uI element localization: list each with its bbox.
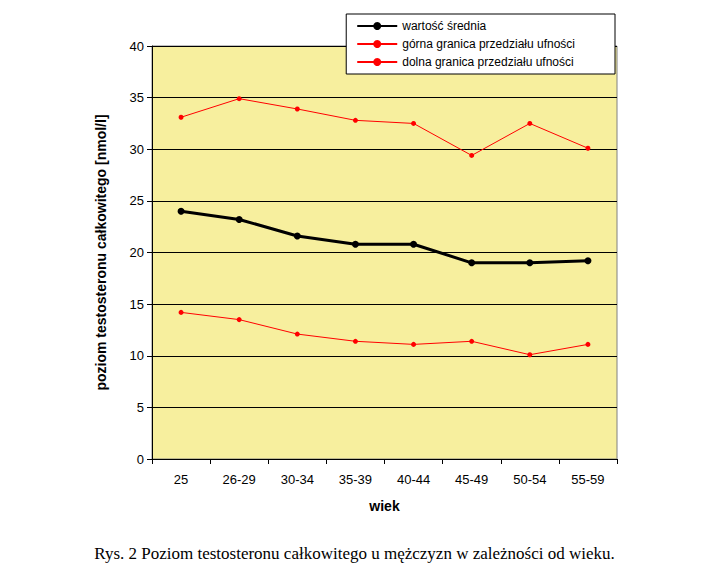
svg-text:25: 25 xyxy=(130,193,144,208)
svg-text:30-34: 30-34 xyxy=(281,472,314,487)
svg-text:15: 15 xyxy=(130,297,144,312)
svg-text:55-59: 55-59 xyxy=(571,472,604,487)
svg-text:45-49: 45-49 xyxy=(455,472,488,487)
svg-text:25: 25 xyxy=(174,472,188,487)
svg-text:10: 10 xyxy=(130,348,144,363)
svg-text:40: 40 xyxy=(130,39,144,54)
svg-text:dolna granica przedziału ufnoś: dolna granica przedziału ufności xyxy=(402,55,573,69)
svg-text:35-39: 35-39 xyxy=(339,472,372,487)
svg-text:50-54: 50-54 xyxy=(513,472,546,487)
svg-text:wiek: wiek xyxy=(368,498,400,514)
svg-text:Rys. 2 Poziom testosteronu cał: Rys. 2 Poziom testosteronu całkowitego u… xyxy=(94,544,615,563)
svg-text:40-44: 40-44 xyxy=(397,472,430,487)
svg-text:poziom testosteronu całkowiteg: poziom testosteronu całkowitego [nmol/l] xyxy=(93,114,109,390)
svg-text:0: 0 xyxy=(137,452,144,467)
svg-text:26-29: 26-29 xyxy=(223,472,256,487)
svg-text:górna granica przedziału ufnoś: górna granica przedziału ufności xyxy=(402,37,575,51)
svg-text:35: 35 xyxy=(130,90,144,105)
svg-text:5: 5 xyxy=(137,400,144,415)
svg-text:30: 30 xyxy=(130,142,144,157)
svg-text:wartość średnia: wartość średnia xyxy=(401,19,486,33)
svg-text:20: 20 xyxy=(130,245,144,260)
